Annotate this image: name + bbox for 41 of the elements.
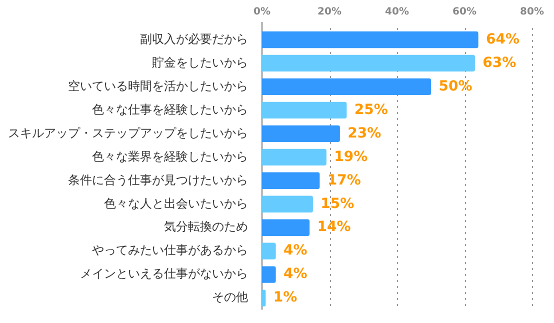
data-label: 4% [284,266,308,282]
data-label: 19% [334,148,368,165]
y-tick-label: 色々な仕事を経験したいから [92,102,248,116]
x-tick-label: 20% [318,6,342,18]
bar [262,125,340,142]
y-tick-label: メインといえる仕事がないから [80,266,248,281]
y-tick-label: 副収入が必要だから [140,32,248,46]
bar [262,172,320,189]
bar [262,78,432,96]
x-tick-label: 80% [520,6,544,18]
y-tick-label: スキルアップ・ステップアップをしたいから [8,126,248,140]
data-label: 17% [327,172,361,188]
data-label: 15% [320,196,354,212]
x-tick-label: 0% [254,6,270,18]
y-tick-label: 気分転換のため [164,220,248,234]
y-tick-label: その他 [212,290,248,304]
x-tick-label: 60% [452,6,476,18]
x-tick-label: 40% [385,6,409,18]
y-tick-label: やってみたい仕事があるから [92,243,248,258]
data-label: 63% [482,54,516,71]
y-tick-label: 空いている時間を活かしたいから [68,78,248,93]
y-tick-label: 貯金をしたいから [152,55,248,70]
data-label: 50% [438,78,472,94]
data-label: 4% [284,242,308,259]
data-label: 14% [317,219,351,236]
bar [262,148,326,166]
bar [262,290,266,306]
data-label: 25% [354,102,388,118]
bar [262,219,310,236]
y-tick-label: 条件に合う仕事が見つけたいから [68,172,248,187]
bar [262,242,276,260]
data-label: 64% [486,31,520,48]
data-label: 1% [273,290,298,306]
bar [262,266,276,283]
y-tick-label: 色々な業界を経験したいから [92,149,248,164]
bar [262,196,313,212]
bar [262,54,475,72]
bar [262,31,478,48]
y-tick-label: 色々な人と出会いたいから [104,196,248,210]
data-label: 23% [348,125,382,142]
bar [262,102,347,119]
